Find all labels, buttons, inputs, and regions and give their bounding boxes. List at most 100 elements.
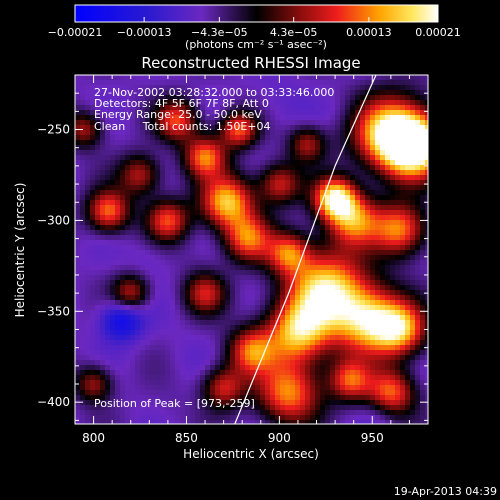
heatmap-cell	[365, 220, 371, 226]
heatmap-cell	[110, 160, 116, 166]
heatmap-cell	[165, 330, 171, 336]
heatmap-cell	[340, 115, 346, 121]
heatmap-cell	[320, 90, 326, 96]
heatmap-cell	[235, 230, 241, 236]
heatmap-cell	[185, 245, 191, 251]
heatmap-cell	[360, 145, 366, 151]
heatmap-cell	[200, 390, 206, 396]
heatmap-cell	[310, 185, 316, 191]
peak-position: Position of Peak = [973,-259]	[94, 397, 255, 410]
heatmap-cell	[285, 170, 291, 176]
heatmap-cell	[280, 145, 286, 151]
heatmap-cell	[265, 290, 271, 296]
heatmap-cell	[310, 420, 316, 424]
heatmap-cell	[380, 195, 386, 201]
heatmap-cell	[330, 235, 336, 241]
heatmap-cell	[350, 150, 356, 156]
heatmap-cell	[150, 155, 156, 161]
heatmap-cell	[95, 275, 101, 281]
heatmap-cell	[375, 235, 381, 241]
heatmap-cell	[85, 375, 91, 381]
heatmap-cell	[90, 275, 96, 281]
heatmap-cell	[135, 360, 141, 366]
heatmap-cell	[325, 255, 331, 261]
heatmap-cell	[175, 175, 181, 181]
heatmap-cell	[420, 290, 426, 296]
heatmap-cell	[210, 230, 216, 236]
heatmap-cell	[385, 245, 391, 251]
heatmap-cell	[110, 175, 116, 181]
heatmap-cell	[275, 80, 281, 86]
heatmap-cell	[330, 360, 336, 366]
heatmap-cell	[110, 350, 116, 356]
heatmap-cell	[135, 310, 141, 316]
heatmap-cell	[95, 75, 101, 81]
heatmap-cell	[95, 290, 101, 296]
heatmap-cell	[315, 410, 321, 416]
heatmap-cell	[95, 395, 101, 401]
heatmap-cell	[300, 290, 306, 296]
heatmap-cell	[220, 375, 226, 381]
heatmap-cell	[225, 340, 231, 346]
heatmap-cell	[235, 145, 241, 151]
heatmap-cell	[405, 320, 411, 326]
heatmap-cell	[105, 175, 111, 181]
heatmap-cell	[255, 85, 261, 91]
heatmap-cell	[375, 405, 381, 411]
heatmap-cell	[220, 335, 226, 341]
heatmap-cell	[85, 125, 91, 131]
heatmap-cell	[355, 395, 361, 401]
heatmap-cell	[145, 140, 151, 146]
heatmap-cell	[310, 285, 316, 291]
heatmap-cell	[195, 305, 201, 311]
heatmap-cell	[210, 335, 216, 341]
heatmap-cell	[300, 205, 306, 211]
heatmap-cell	[110, 365, 116, 371]
heatmap-cell	[310, 390, 316, 396]
heatmap-cell	[345, 255, 351, 261]
heatmap-cell	[145, 295, 151, 301]
heatmap-cell	[415, 180, 421, 186]
heatmap-cell	[170, 345, 176, 351]
heatmap-cell	[180, 155, 186, 161]
heatmap-cell	[280, 210, 286, 216]
heatmap-cell	[75, 85, 81, 91]
heatmap-cell	[280, 150, 286, 156]
heatmap-cell	[185, 140, 191, 146]
heatmap-cell	[210, 90, 216, 96]
heatmap-cell	[330, 95, 336, 101]
heatmap-cell	[175, 410, 181, 416]
heatmap-cell	[425, 170, 428, 176]
heatmap-cell	[185, 410, 191, 416]
heatmap-cell	[400, 115, 406, 121]
heatmap-cell	[340, 225, 346, 231]
heatmap-cell	[315, 245, 321, 251]
heatmap-cell	[320, 310, 326, 316]
heatmap-cell	[335, 195, 341, 201]
heatmap-cell	[140, 375, 146, 381]
heatmap-cell	[190, 400, 196, 406]
heatmap-cell	[140, 170, 146, 176]
heatmap-cell	[220, 180, 226, 186]
heatmap-cell	[100, 275, 106, 281]
heatmap-cell	[365, 255, 371, 261]
heatmap-cell	[370, 410, 376, 416]
heatmap-cell	[320, 205, 326, 211]
heatmap-cell	[235, 375, 241, 381]
heatmap-cell	[110, 75, 116, 81]
heatmap-cell	[380, 265, 386, 271]
heatmap-cell	[185, 165, 191, 171]
heatmap-cell	[420, 170, 426, 176]
heatmap-cell	[290, 220, 296, 226]
heatmap-cell	[155, 370, 161, 376]
heatmap-cell	[410, 240, 416, 246]
heatmap-cell	[100, 350, 106, 356]
heatmap-cell	[290, 305, 296, 311]
heatmap-cell	[345, 375, 351, 381]
heatmap-cell	[320, 350, 326, 356]
heatmap-cell	[385, 165, 391, 171]
heatmap-cell	[395, 295, 401, 301]
heatmap-cell	[410, 365, 416, 371]
heatmap-cell	[265, 335, 271, 341]
heatmap-cell	[165, 110, 171, 116]
